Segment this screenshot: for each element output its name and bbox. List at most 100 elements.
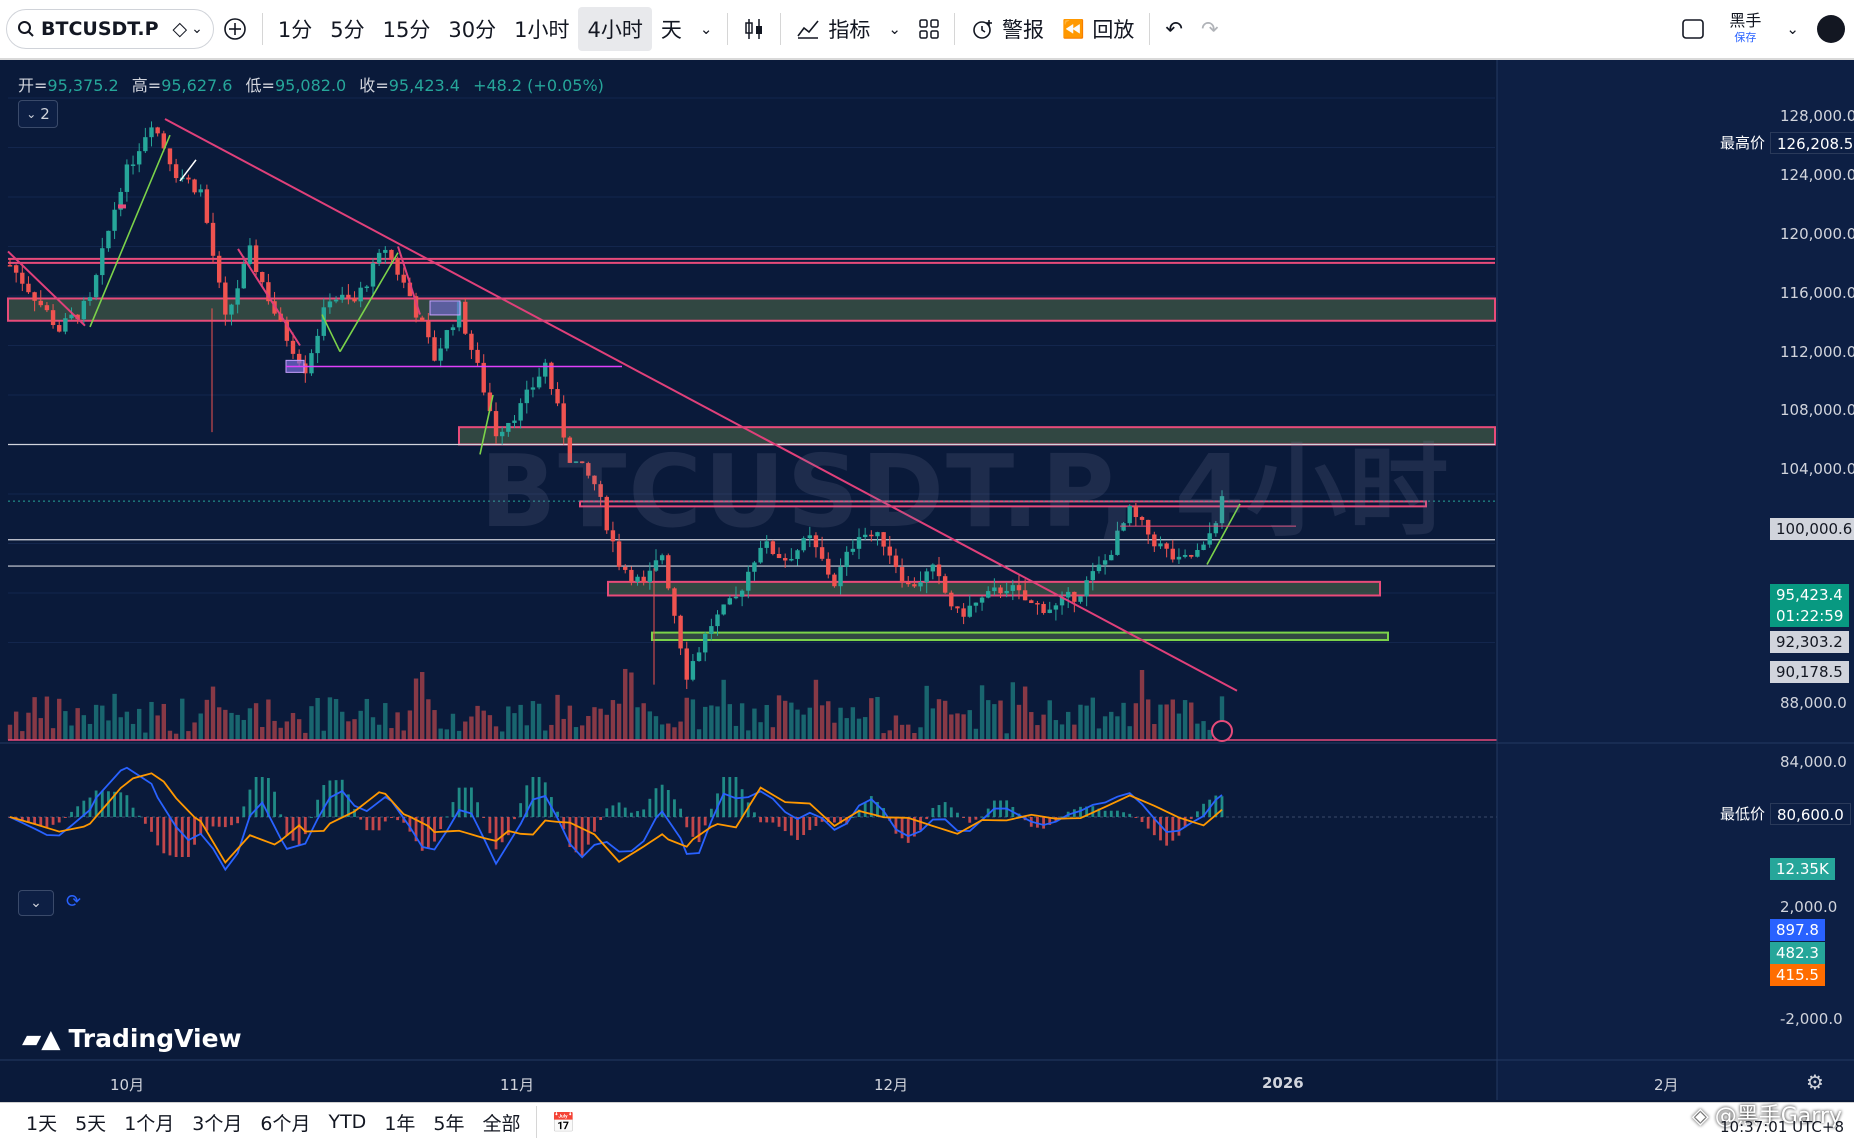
macd-histogram-bar [814, 817, 818, 826]
candle-body [1084, 580, 1089, 597]
candle-body [7, 265, 13, 267]
time-axis-label: 10月 [110, 1076, 145, 1094]
macd-histogram-bar [925, 817, 929, 820]
fullscreen-button[interactable] [1673, 7, 1713, 51]
candle-body [973, 602, 979, 606]
indicators-chevron-icon[interactable]: ⌄ [888, 20, 901, 38]
candle-body [770, 541, 776, 554]
candle-body [696, 652, 702, 662]
trendline [7, 250, 86, 327]
volume-bar [235, 714, 240, 740]
range-all[interactable]: 全部 [482, 1112, 521, 1135]
range-1d[interactable]: 1天 [26, 1112, 58, 1135]
macd-histogram-bar [1214, 795, 1218, 817]
candle-body [383, 249, 388, 253]
macd-histogram-bar [174, 817, 178, 857]
range-3m[interactable]: 3个月 [192, 1112, 243, 1135]
macd-histogram-bar [765, 817, 769, 823]
candle-body [1016, 585, 1022, 591]
tf-15m[interactable]: 15分 [382, 18, 431, 42]
layout-save-button[interactable]: 黑手 保存 [1713, 7, 1777, 51]
volume-bar [709, 705, 714, 740]
date-range-button[interactable]: 📅 [543, 1111, 585, 1134]
range-1m[interactable]: 1个月 [124, 1112, 175, 1135]
settings-gear-icon[interactable]: ⚙ [1806, 1070, 1824, 1094]
indicators-label: 指标 [828, 18, 871, 42]
candle-body [592, 475, 597, 485]
range-5y[interactable]: 5年 [433, 1112, 465, 1135]
undo-button[interactable]: ↶ [1156, 7, 1192, 51]
legend-collapse-button[interactable]: ⌄ 2 [18, 100, 58, 128]
layout-button[interactable] [910, 7, 948, 51]
avatar[interactable] [1808, 7, 1854, 51]
candle-body [44, 305, 50, 311]
range-6m[interactable]: 6个月 [260, 1112, 311, 1135]
macd-histogram-bar [734, 777, 738, 817]
macd-histogram-bar [230, 817, 233, 826]
replay-button[interactable]: ⏪ 回放 [1053, 7, 1143, 51]
candle-body [364, 286, 370, 289]
macd-histogram-bar [789, 817, 793, 836]
range-5d[interactable]: 5天 [75, 1112, 107, 1135]
candle-body [653, 560, 659, 571]
volume-bar [1084, 705, 1089, 740]
volume-bar [530, 701, 536, 740]
low-label: 低 [245, 76, 262, 95]
utc-clock[interactable]: 10:37:01 UTC+8 [1720, 1118, 1844, 1136]
candle-body [838, 567, 843, 587]
symbol-search[interactable]: BTCUSDT.P ◇ ⌄ [6, 9, 214, 49]
tf-1m[interactable]: 1分 [277, 18, 313, 42]
redo-button[interactable]: ↷ [1192, 7, 1228, 51]
price-chart-svg[interactable] [0, 60, 1854, 1100]
chevron-down-icon[interactable]: ⌄ [191, 21, 203, 37]
candle-body [776, 553, 782, 559]
candle-body [1207, 533, 1212, 545]
volume-bar [869, 698, 874, 740]
alert-button[interactable]: 警报 [961, 7, 1053, 51]
candle-type-button[interactable] [734, 7, 774, 51]
tf-1h[interactable]: 1小时 [514, 18, 570, 42]
chart-area[interactable] [0, 60, 1854, 1100]
candle-body [850, 548, 856, 552]
macd-histogram-bar [931, 807, 935, 817]
volume-bar [38, 718, 43, 740]
refresh-icon[interactable]: ⟳ [66, 891, 82, 912]
macd-histogram-bar [629, 812, 633, 817]
macd-histogram-bar [463, 787, 467, 817]
volume-bar [727, 704, 733, 740]
time-axis-label: 12月 [874, 1076, 909, 1094]
indicators-button[interactable]: 指标 [787, 7, 879, 51]
macd-histogram-bar [703, 817, 707, 826]
candle-body [136, 151, 142, 165]
tf-5m[interactable]: 5分 [330, 18, 365, 42]
diamond-icon[interactable]: ◇ [172, 18, 188, 40]
macd-histogram-bar [949, 807, 953, 817]
macd-histogram-bar [599, 817, 603, 821]
macd-histogram-bar [76, 806, 80, 817]
macd-histogram-bar [753, 812, 756, 817]
macd-histogram-bar [1183, 817, 1187, 828]
price-axis-label: 124,000.0 [1780, 166, 1854, 184]
save-chevron-icon[interactable]: ⌄ [1786, 20, 1799, 38]
range-ytd[interactable]: YTD [328, 1111, 367, 1133]
macd-histogram-bar [248, 789, 252, 817]
volume-bar [906, 724, 911, 740]
volume-bar [315, 697, 320, 740]
add-symbol-button[interactable] [214, 7, 256, 51]
volume-bar [13, 711, 19, 740]
candle-body [340, 294, 345, 300]
macd-histogram-bar [1103, 810, 1107, 817]
candle-body [635, 576, 640, 582]
candle-body [561, 403, 566, 438]
macd-histogram-bar [476, 802, 479, 817]
range-1y[interactable]: 1年 [384, 1112, 416, 1135]
candle-body [487, 392, 493, 412]
macd-histogram-bar [679, 808, 682, 817]
tf-4h[interactable]: 4小时 [578, 7, 652, 51]
tf-dropdown-chevron-icon[interactable]: ⌄ [699, 20, 713, 38]
tf-1d[interactable]: 天 [660, 18, 682, 42]
indicator-collapse-button[interactable]: ⌄ [18, 890, 54, 916]
tf-30m[interactable]: 30分 [448, 18, 497, 42]
candle-body [235, 288, 240, 305]
symbol-watermark: BTCUSDT.P, 4小时 [480, 433, 1451, 550]
